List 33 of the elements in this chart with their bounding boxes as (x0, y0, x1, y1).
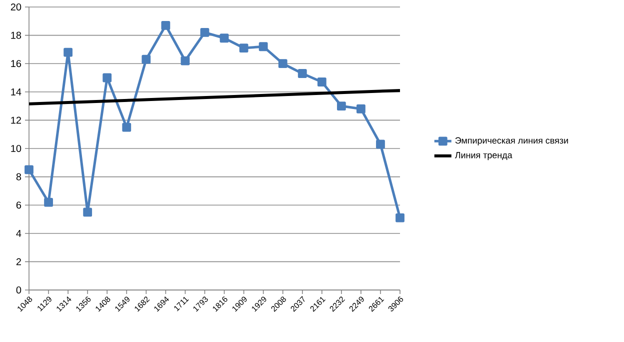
y-tick-label: 12 (11, 116, 21, 124)
point (239, 44, 248, 52)
y-tick-label: 20 (10, 3, 22, 11)
point (122, 122, 132, 132)
point (396, 213, 404, 222)
y-tick-label: 6 (16, 202, 22, 209)
legend-label: Линия тренда (454, 152, 512, 160)
point (376, 140, 385, 149)
y-tick-label: 14 (11, 88, 22, 96)
point (161, 20, 170, 30)
point (64, 48, 73, 57)
point (298, 69, 307, 78)
point (317, 78, 326, 86)
point (200, 28, 210, 37)
point (83, 208, 92, 217)
y-tick-label: 18 (11, 32, 22, 39)
y-tick-label: 10 (11, 144, 22, 152)
y-tick-label: 16 (11, 60, 22, 68)
point (220, 34, 229, 43)
y-tick-label: 4 (16, 230, 22, 237)
point (142, 54, 151, 64)
point (102, 73, 112, 82)
point (356, 104, 366, 114)
point (44, 198, 53, 207)
y-tick-label: 2 (16, 258, 21, 266)
y-tick-label: 8 (16, 173, 22, 180)
point (278, 59, 288, 68)
point (24, 165, 34, 174)
legend-label: Эмпирическая линия связи (455, 137, 568, 146)
point (258, 42, 268, 52)
y-tick-label: 0 (16, 286, 22, 294)
point (180, 56, 190, 66)
point (336, 102, 346, 110)
